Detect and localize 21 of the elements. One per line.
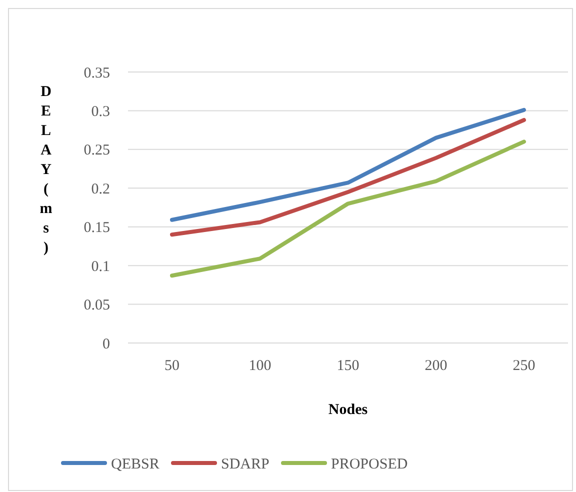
y-tick-label: 0.1 (91, 258, 110, 275)
y-tick-label: 0 (102, 336, 110, 352)
y-tick-label: 0.25 (84, 142, 110, 159)
legend-label: PROPOSED (331, 456, 408, 472)
text: DELAY(ms) (40, 84, 52, 256)
x-tick-label: 100 (248, 358, 272, 374)
legend-label: SDARP (221, 456, 270, 472)
y-tick-label: 0.3 (91, 104, 110, 120)
x-tick-label: 150 (336, 358, 360, 374)
line-series (170, 140, 526, 278)
x-tick-label: 250 (512, 358, 536, 374)
x-tick-label: 50 (164, 358, 180, 374)
x-tick-label: 200 (424, 358, 448, 374)
y-tick-label: 0.35 (84, 65, 110, 82)
y-tick-label: 0.15 (84, 220, 110, 236)
legend-label: QEBSR (111, 456, 160, 472)
x-axis-title: Nodes (328, 402, 368, 418)
line-series (170, 118, 526, 237)
y-tick-label: 0.05 (84, 298, 110, 314)
line-series (170, 108, 526, 222)
y-tick-label: 0.2 (91, 181, 110, 198)
